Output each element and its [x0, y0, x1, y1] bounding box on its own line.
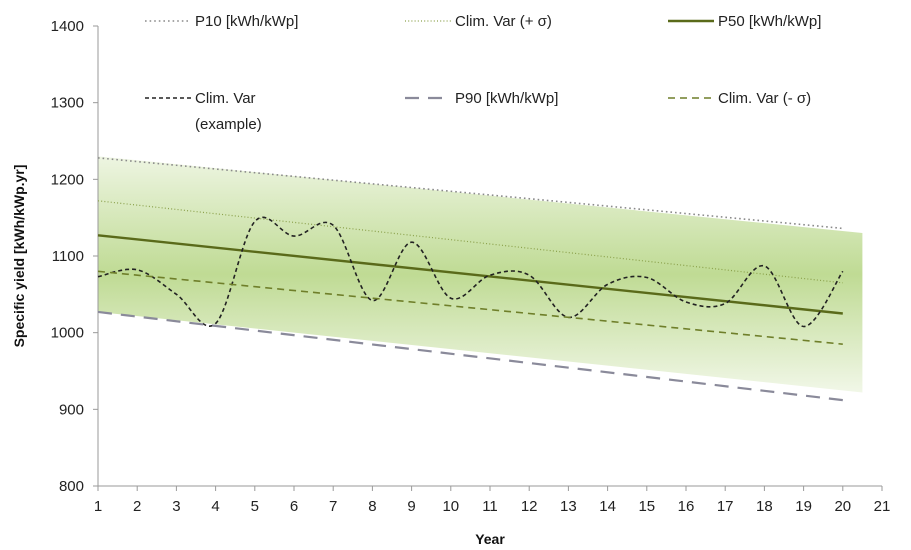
x-tick-label: 19 — [795, 498, 812, 515]
x-tick-label: 15 — [638, 498, 655, 515]
x-tick-label: 9 — [407, 498, 415, 515]
x-tick-label: 17 — [717, 498, 734, 515]
x-tick-label: 5 — [251, 498, 259, 515]
x-tick-label: 20 — [834, 498, 851, 515]
y-tick-label: 900 — [59, 401, 84, 418]
legend-label-5: Clim. Var (- σ) — [718, 90, 811, 107]
x-tick-label: 14 — [599, 498, 616, 515]
x-tick-label: 10 — [442, 498, 459, 515]
legend-label-3-line2: (example) — [195, 116, 262, 133]
x-tick-label: 12 — [521, 498, 538, 515]
x-tick-label: 1 — [94, 498, 102, 515]
legend-label-0: P10 [kWh/kWp] — [195, 13, 298, 30]
y-axis-title: Specific yield [kWh/kWp.yr] — [11, 165, 27, 348]
legend-label-4: P90 [kWh/kWp] — [455, 90, 558, 107]
x-tick-label: 21 — [874, 498, 891, 515]
x-axis-title: Year — [475, 531, 505, 547]
series-line-2 — [97, 234, 843, 315]
y-tick-label: 1300 — [51, 95, 84, 112]
x-tick-label: 2 — [133, 498, 141, 515]
legend-label-2: P50 [kWh/kWp] — [718, 13, 821, 30]
series-line-1 — [97, 200, 843, 284]
y-tick-label: 1200 — [51, 171, 84, 188]
y-tick-label: 800 — [59, 478, 84, 495]
y-tick-label: 1100 — [52, 248, 84, 265]
x-tick-label: 13 — [560, 498, 577, 515]
x-tick-label: 6 — [290, 498, 298, 515]
x-tick-label: 7 — [329, 498, 337, 515]
series-line-4 — [97, 310, 843, 402]
series-line-0 — [97, 157, 843, 230]
legend-label-1: Clim. Var (+ σ) — [455, 13, 552, 30]
x-tick-label: 18 — [756, 498, 773, 515]
y-tick-label: 1400 — [51, 18, 84, 35]
y-tick-label: 1000 — [51, 325, 84, 342]
series-line-3 — [97, 216, 844, 328]
x-tick-label: 3 — [172, 498, 180, 515]
x-tick-label: 4 — [211, 498, 219, 515]
x-tick-label: 8 — [368, 498, 376, 515]
x-tick-label: 16 — [678, 498, 695, 515]
legend-label-3: Clim. Var — [195, 90, 256, 107]
x-tick-label: 11 — [482, 498, 498, 515]
series-line-5 — [97, 270, 843, 345]
